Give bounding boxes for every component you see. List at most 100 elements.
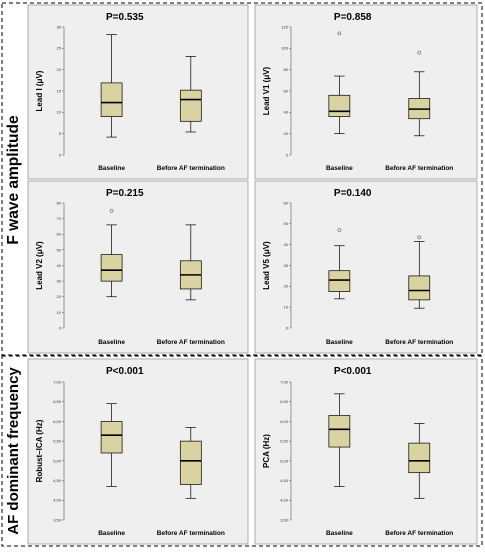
x-category-label: Before AF termination [385, 165, 453, 172]
group-label: F wave amplitude [5, 115, 22, 245]
y-tick-label: 0 [286, 325, 289, 330]
group-frame [1, 2, 483, 356]
chart-title: P=0.535 [106, 12, 144, 23]
chart-background [27, 180, 249, 354]
iqr-box [328, 94, 351, 117]
outlier-point [337, 31, 342, 36]
y-tick-label: 5,50 [280, 439, 289, 444]
y-tick-label: 120 [281, 24, 288, 29]
y-tick-label: 70 [57, 216, 62, 221]
x-category-label: Before AF termination [385, 339, 453, 346]
group-label: AF dominant frequency [5, 367, 22, 535]
y-axis-label: Lead V5 (μV) [262, 241, 271, 290]
outlier-point [109, 208, 114, 213]
box-plot-baseline [328, 228, 351, 300]
box-plot-baseline [328, 31, 351, 135]
y-tick-label: 40 [57, 263, 62, 268]
y-tick-label: 20 [284, 284, 289, 289]
y-tick-label: 0 [286, 152, 289, 157]
y-axis-label: PCA (Hz) [262, 434, 271, 468]
y-tick-label: 15 [57, 88, 62, 93]
y-tick-label: 40 [284, 242, 289, 247]
outlier-point [417, 235, 422, 240]
box-plot-before-af-termination [179, 426, 202, 499]
x-category-label: Baseline [326, 339, 353, 346]
box-plot-baseline [100, 208, 123, 298]
box-plot-baseline [100, 403, 123, 487]
x-category-label: Baseline [326, 165, 353, 172]
box-plot-before-af-termination [408, 235, 431, 309]
y-tick-label: 60 [284, 88, 289, 93]
y-tick-label: 6,50 [280, 399, 289, 404]
chart-title: P=0.215 [106, 188, 144, 199]
chart-panel: P=0.215 Lead V2 (μV) 0 10 20 30 40 50 60 70 80 Base… [27, 180, 249, 354]
y-tick-label: 30 [57, 279, 62, 284]
x-category-label: Before AF termination [157, 530, 225, 537]
y-tick-label: 3,50 [280, 517, 289, 522]
y-tick-label: 10 [57, 110, 62, 115]
y-tick-label: 5 [59, 131, 62, 136]
iqr-box [408, 442, 431, 474]
y-tick-label: 4,50 [280, 478, 289, 483]
iqr-box [179, 440, 202, 485]
y-tick-label: 60 [57, 232, 62, 237]
y-tick-label: 30 [57, 24, 62, 29]
outlier-point [337, 228, 342, 232]
chart-background [254, 358, 478, 545]
box-plot-before-af-termination [408, 423, 431, 499]
y-tick-label: 80 [57, 200, 62, 205]
y-tick-label: 30 [284, 263, 289, 268]
chart-title: P=0.858 [334, 12, 372, 23]
y-tick-label: 10 [284, 305, 289, 310]
chart-panel: P=0.535 Lead I (μV) 0 5 10 15 20 25 30 Baseline Be… [27, 4, 249, 180]
group-frame [1, 355, 483, 547]
box-plot-before-af-termination [408, 50, 431, 137]
x-category-label: Before AF termination [157, 339, 225, 346]
y-tick-label: 6,00 [53, 419, 62, 424]
y-tick-label: 40 [284, 110, 289, 115]
iqr-box [100, 421, 123, 454]
chart-panel: P<0.001 PCA (Hz) 3,50 4,00 4,50 5,00 5,50 6,00 6… [254, 358, 478, 545]
chart-title: P<0.001 [334, 366, 372, 377]
iqr-box [100, 82, 123, 117]
box-plot-baseline [328, 393, 351, 487]
chart-background [27, 4, 249, 180]
iqr-box [100, 254, 123, 282]
y-tick-label: 20 [57, 67, 62, 72]
box-plot-before-af-termination [179, 56, 202, 133]
y-tick-label: 6,00 [280, 419, 289, 424]
x-category-label: Before AF termination [385, 530, 453, 537]
box-plot-before-af-termination [179, 224, 202, 301]
x-category-label: Baseline [98, 339, 125, 346]
x-category-label: Before AF termination [157, 165, 225, 172]
chart-panel: P=0.858 Lead V1 (μV) 0 20 40 60 80 100 120 Baseli… [254, 4, 478, 180]
y-tick-label: 25 [57, 46, 62, 51]
iqr-box [328, 270, 351, 292]
y-tick-label: 4,00 [53, 498, 62, 503]
y-axis-label: Lead V2 (μV) [35, 241, 44, 290]
y-tick-label: 5,50 [53, 439, 62, 444]
chart-background [27, 358, 249, 545]
y-tick-label: 6,50 [53, 399, 62, 404]
y-tick-label: 20 [284, 131, 289, 136]
x-category-label: Baseline [326, 530, 353, 537]
iqr-box [408, 275, 431, 301]
chart-panel: P=0.140 Lead V5 (μV) 0 10 20 30 40 50 60 Baseline… [254, 180, 478, 354]
iqr-box [328, 415, 351, 448]
y-tick-label: 3,50 [53, 517, 62, 522]
y-tick-label: 80 [284, 67, 289, 72]
y-tick-label: 0 [59, 152, 62, 157]
y-tick-label: 7,00 [280, 379, 289, 384]
y-tick-label: 50 [284, 221, 289, 226]
y-tick-label: 4,00 [280, 498, 289, 503]
chart-background [254, 180, 478, 354]
y-axis-label: Lead I (μV) [35, 70, 44, 111]
y-tick-label: 7,00 [53, 379, 62, 384]
x-category-label: Baseline [98, 530, 125, 537]
chart-panel: P<0.001 Robust–ICA (Hz) 3,50 4,00 4,50 5,00 5,… [27, 358, 249, 545]
y-tick-label: 50 [57, 247, 62, 252]
box-plot-baseline [100, 34, 123, 138]
iqr-box [179, 89, 202, 122]
